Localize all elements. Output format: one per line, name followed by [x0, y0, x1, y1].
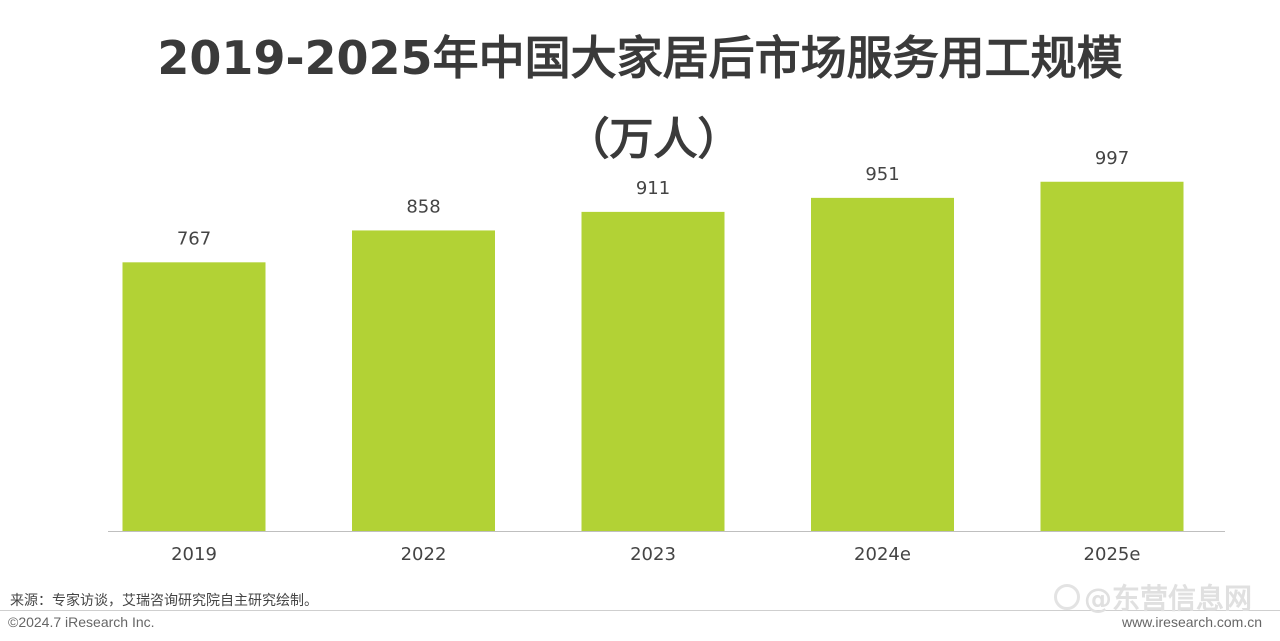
x-tick-label-2024e: 2024e: [854, 544, 911, 565]
chart-subtitle: （万人）: [565, 114, 742, 165]
watermark: @东营信息网: [1053, 577, 1252, 617]
copyright-text: ©2024.7 iResearch Inc.: [8, 614, 155, 630]
watermark-text: @东营信息网: [1083, 582, 1252, 615]
data-label-2025e: 997: [1095, 148, 1129, 169]
website-text: www.iresearch.com.cn: [1121, 614, 1262, 630]
data-label-2019: 767: [177, 228, 211, 249]
x-tick-label-2023: 2023: [630, 544, 676, 565]
bar-2024e: [811, 197, 954, 532]
x-tick-label-2022: 2022: [401, 544, 447, 565]
x-tick-label-2019: 2019: [171, 544, 217, 565]
watermark-logo-icon: [1053, 584, 1080, 610]
data-label-2023: 911: [636, 178, 670, 199]
data-label-2024e: 951: [865, 164, 899, 185]
bar-chart: 767 2019 858 2022 911 2023 951 2024e 997 2025e: [108, 148, 1225, 565]
chart-title: 2019-2025年中国大家居后市场服务用工规模: [157, 31, 1123, 85]
bar-2022: [352, 230, 495, 531]
x-tick-label-2025e: 2025e: [1084, 544, 1141, 565]
bar-2023: [581, 211, 725, 531]
source-note: 来源：专家访谈，艾瑞咨询研究院自主研究绘制。: [10, 593, 318, 609]
footer-divider: [0, 610, 1280, 611]
bar-2025e: [1040, 181, 1184, 531]
bar-2019: [122, 262, 266, 531]
data-label-2022: 858: [406, 196, 440, 217]
